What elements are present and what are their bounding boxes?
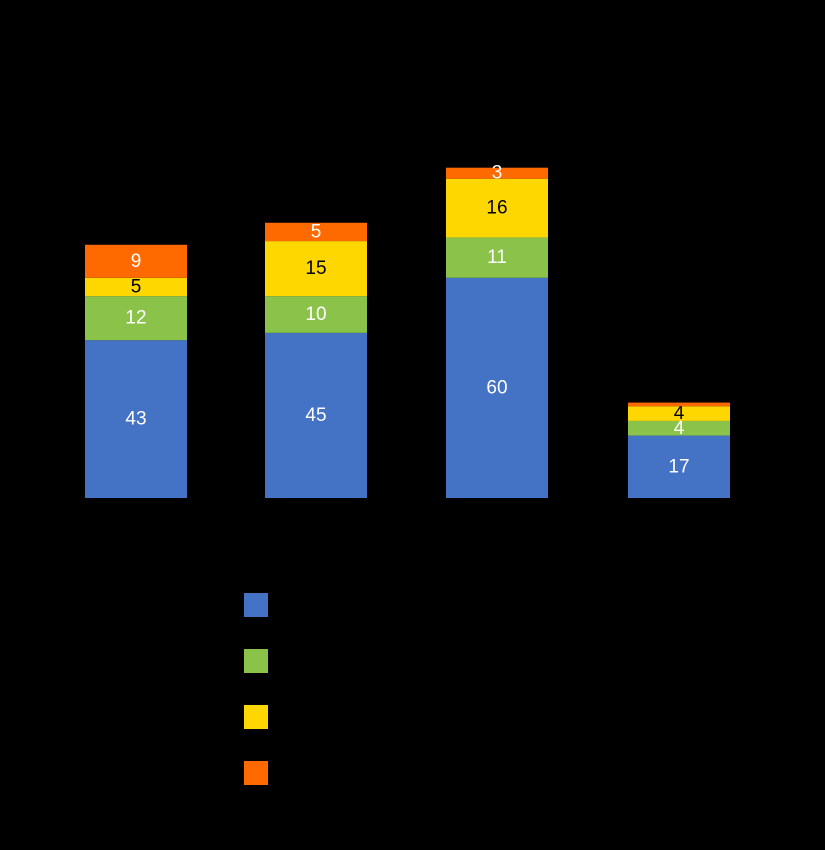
segment-value-label: 3 [492,163,503,184]
legend-label: Repayment plans [306,645,462,667]
legend-swatch [244,705,268,729]
bar-segment [628,402,730,407]
segment-value-label: 17 [668,456,689,477]
bar-total-label: 75 [305,200,326,221]
segment-value-label: 11 [487,247,507,268]
legend-swatch [244,593,268,617]
bar-segment [628,435,730,498]
bar-segment [628,406,730,421]
plot-area: 4312596920164510155752017601116390201817… [85,145,730,541]
bar-segment [628,420,730,436]
bar-total-label: 90 [486,145,507,166]
legend-label: Short sales and deed-in-lieu of foreclos… [306,757,556,803]
bar-segment [446,277,548,498]
segment-value-label: 12 [125,308,146,329]
bar-segment [265,332,367,498]
segment-value-label: 10 [305,304,326,325]
segment-value-label: 43 [125,409,146,430]
bar-segment [265,296,367,333]
segment-value-label: 60 [486,377,507,398]
segment-value-label: 45 [305,405,326,426]
segment-value-label: 15 [305,258,326,279]
segment-value-label: 16 [486,198,507,219]
bar-segment [85,296,187,341]
bar-segment [265,241,367,297]
segment-value-label: 5 [311,221,322,242]
bar-segment [446,178,548,238]
bar-total-label: 26 [668,380,689,401]
segment-value-label: 9 [131,251,142,272]
legend-label: Loan modifications [306,589,473,611]
bar-segment [85,277,187,297]
legend-item: Loan modifications [244,588,664,617]
x-tick-label: 2016 [114,519,159,541]
legend-label: Forbearance agreements [306,701,531,723]
x-tick-label: 2017 [294,519,339,541]
x-tick-label: YTD 2019* [630,519,728,541]
segment-value-label: 4 [674,403,685,424]
bar-segment [446,237,548,278]
legend-swatch [244,761,268,785]
x-tick-label: 2018 [475,519,520,541]
bar-segment [265,222,367,242]
segment-value-label: 4 [674,418,685,439]
legend-item: Short sales and deed-in-lieu of foreclos… [244,756,664,804]
legend-item: Repayment plans [244,644,664,673]
bar-segment [85,244,187,278]
bar-total-label: 69 [125,222,146,243]
legend-item: Forbearance agreements [244,700,664,729]
segment-value-label: 5 [131,276,142,297]
bar-segment [446,167,548,179]
legend-swatch [244,649,268,673]
bar-segment [85,340,187,498]
